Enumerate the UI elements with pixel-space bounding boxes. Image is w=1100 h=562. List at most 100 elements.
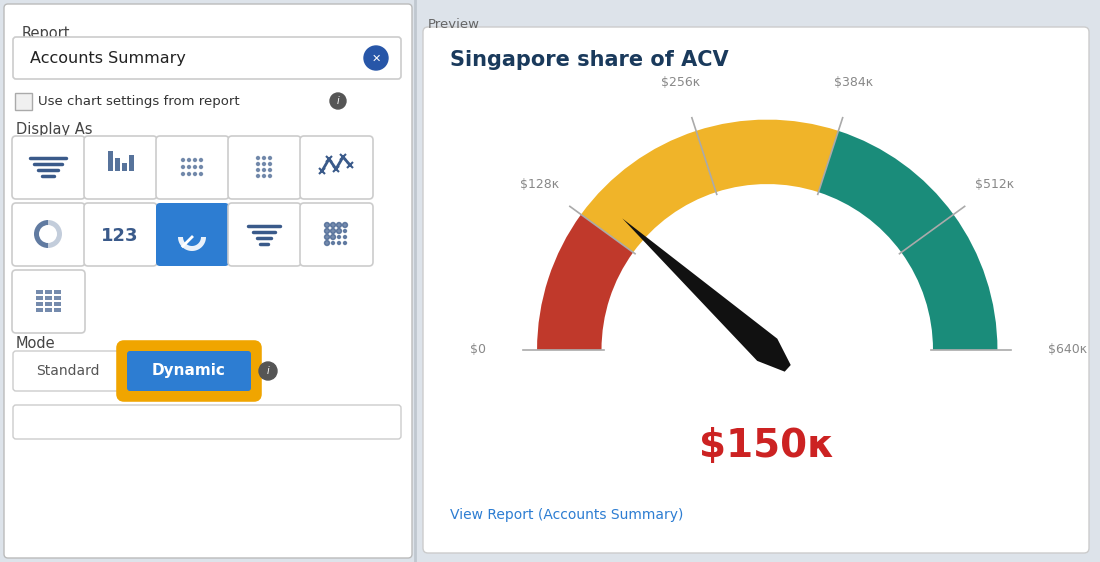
FancyBboxPatch shape: [119, 343, 258, 399]
Circle shape: [338, 242, 341, 244]
FancyBboxPatch shape: [13, 405, 401, 439]
Text: Standard: Standard: [36, 364, 100, 378]
FancyBboxPatch shape: [424, 27, 1089, 553]
Circle shape: [324, 229, 330, 233]
Wedge shape: [34, 220, 48, 248]
FancyBboxPatch shape: [84, 203, 157, 266]
Text: Accounts Summary: Accounts Summary: [30, 51, 186, 66]
Circle shape: [187, 165, 190, 169]
Text: Singapore share of ACV: Singapore share of ACV: [450, 50, 728, 70]
FancyBboxPatch shape: [12, 270, 85, 333]
Polygon shape: [178, 237, 206, 251]
Text: Dynamic: Dynamic: [152, 364, 226, 378]
Bar: [44, 296, 52, 300]
Circle shape: [258, 362, 277, 380]
FancyBboxPatch shape: [156, 203, 229, 266]
Bar: [44, 308, 52, 312]
Circle shape: [199, 158, 202, 161]
Circle shape: [343, 235, 346, 238]
Text: i: i: [337, 97, 340, 107]
Circle shape: [187, 158, 190, 161]
Text: Report: Report: [22, 26, 70, 41]
Circle shape: [268, 174, 272, 178]
Circle shape: [263, 169, 265, 171]
FancyBboxPatch shape: [12, 203, 85, 266]
Circle shape: [755, 337, 780, 362]
Circle shape: [324, 234, 330, 239]
Circle shape: [331, 242, 334, 244]
Circle shape: [337, 229, 341, 233]
Text: Mode: Mode: [16, 336, 56, 351]
Circle shape: [268, 156, 272, 160]
Circle shape: [182, 158, 185, 161]
Circle shape: [343, 229, 346, 233]
FancyBboxPatch shape: [12, 136, 85, 199]
Circle shape: [194, 165, 197, 169]
Wedge shape: [581, 120, 838, 252]
Circle shape: [182, 165, 185, 169]
Circle shape: [324, 241, 330, 246]
FancyBboxPatch shape: [156, 136, 229, 199]
Circle shape: [182, 173, 185, 175]
Text: $150κ: $150κ: [700, 428, 835, 465]
Bar: [35, 302, 43, 306]
Wedge shape: [537, 215, 634, 350]
Circle shape: [330, 234, 336, 239]
Text: $512κ: $512κ: [975, 178, 1014, 191]
Circle shape: [199, 173, 202, 175]
FancyBboxPatch shape: [15, 93, 32, 110]
Bar: [121, 163, 126, 171]
Bar: [54, 290, 60, 294]
Bar: [54, 302, 60, 306]
FancyBboxPatch shape: [13, 37, 401, 79]
Circle shape: [194, 173, 197, 175]
Circle shape: [324, 223, 330, 228]
FancyBboxPatch shape: [300, 136, 373, 199]
Text: $0: $0: [471, 343, 486, 356]
Circle shape: [268, 169, 272, 171]
FancyBboxPatch shape: [126, 351, 251, 391]
Circle shape: [256, 169, 260, 171]
Circle shape: [364, 46, 388, 70]
Text: Display As: Display As: [16, 122, 92, 137]
Bar: [114, 158, 120, 171]
FancyBboxPatch shape: [13, 351, 124, 391]
Text: View Report (Accounts Summary): View Report (Accounts Summary): [450, 508, 683, 522]
FancyBboxPatch shape: [228, 203, 301, 266]
FancyBboxPatch shape: [4, 4, 412, 558]
Text: $384κ: $384κ: [835, 76, 873, 89]
Circle shape: [330, 93, 346, 109]
Text: Preview: Preview: [428, 18, 480, 31]
FancyBboxPatch shape: [84, 136, 157, 199]
Bar: [35, 290, 43, 294]
Polygon shape: [623, 219, 791, 371]
Circle shape: [187, 173, 190, 175]
Bar: [44, 290, 52, 294]
Circle shape: [342, 223, 348, 228]
Circle shape: [337, 223, 341, 228]
Circle shape: [330, 229, 336, 233]
Bar: [35, 308, 43, 312]
Bar: [44, 302, 52, 306]
Text: $640κ: $640κ: [1048, 343, 1087, 356]
Bar: [108, 151, 112, 171]
FancyBboxPatch shape: [228, 136, 301, 199]
Wedge shape: [48, 220, 62, 248]
Text: $256κ: $256κ: [661, 76, 700, 89]
Circle shape: [343, 242, 346, 244]
Circle shape: [256, 174, 260, 178]
Circle shape: [338, 235, 341, 238]
Circle shape: [330, 223, 336, 228]
Text: i: i: [266, 366, 270, 377]
Wedge shape: [818, 131, 998, 350]
Circle shape: [256, 156, 260, 160]
Text: $128κ: $128κ: [520, 178, 560, 191]
Text: ✕: ✕: [372, 53, 381, 64]
Circle shape: [199, 165, 202, 169]
Circle shape: [268, 162, 272, 165]
Bar: [54, 296, 60, 300]
Text: Use chart settings from report: Use chart settings from report: [39, 94, 240, 107]
Circle shape: [263, 156, 265, 160]
Bar: [129, 155, 133, 171]
Circle shape: [263, 162, 265, 165]
